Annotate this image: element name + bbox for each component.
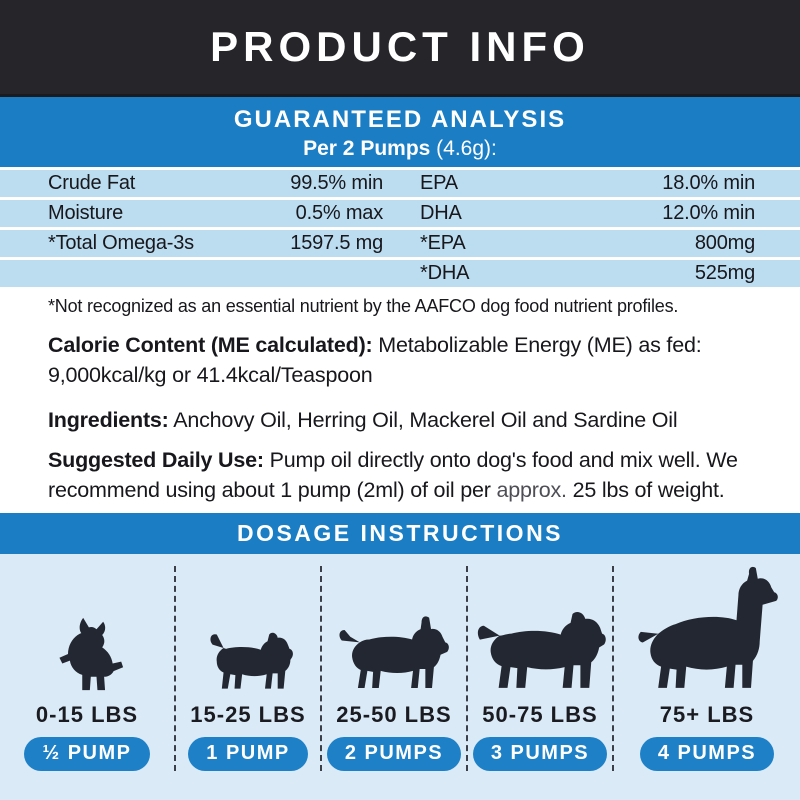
serving-size-bold: Per 2 Pumps [303, 137, 431, 160]
pump-count-pill: ½ PUMP [24, 737, 150, 771]
suggested-use-text-1: Pump oil directly onto dog's food and mi… [48, 448, 738, 502]
weight-range-label: 50-75 LBS [482, 702, 598, 727]
dosage-columns: 0-15 LBS ½ PUMP 15-25 LBS 1 PUMP [0, 566, 800, 771]
suggested-use-text-2: 25 lbs of weight. [566, 478, 725, 502]
nutrient-value: 525mg [694, 262, 755, 284]
calorie-content-paragraph: Calorie Content (ME calculated): Metabol… [48, 330, 752, 390]
ingredients-label: Ingredients: [48, 408, 169, 432]
table-row: *DHA 525mg [0, 260, 800, 287]
calorie-content-label: Calorie Content (ME calculated): [48, 333, 373, 357]
nutrient-value: 12.0% min [662, 202, 755, 224]
nutrient-name: DHA [420, 202, 462, 224]
nutrient-name: EPA [420, 172, 458, 194]
dosage-column-25-50: 25-50 LBS 2 PUMPS [322, 566, 468, 771]
nutrient-value: 800mg [694, 232, 755, 254]
suggested-use-approx: approx. [496, 478, 568, 502]
dosage-column-50-75: 50-75 LBS 3 PUMPS [468, 566, 614, 771]
nutrient-value: 0.5% max [295, 202, 384, 224]
medium-dog-icon [339, 616, 449, 688]
guaranteed-analysis-banner: GUARANTEED ANALYSIS Per 2 Pumps (4.6g): [0, 97, 800, 167]
dosage-column-75-plus: 75+ LBS 4 PUMPS [614, 566, 800, 771]
weight-range-label: 75+ LBS [659, 702, 755, 727]
nutrient-value: 18.0% min [662, 172, 755, 194]
pump-count-pill: 2 PUMPS [326, 737, 462, 771]
ingredients-paragraph: Ingredients: Anchovy Oil, Herring Oil, M… [48, 405, 752, 435]
page-title: PRODUCT INFO [210, 23, 590, 70]
dosage-instructions-banner: DOSAGE INSTRUCTIONS [0, 513, 800, 554]
giant-dog-icon [637, 566, 778, 688]
nutrient-name: Moisture [48, 202, 124, 224]
aafco-footnote: *Not recognized as an essential nutrient… [48, 296, 679, 316]
pump-count-pill: 1 PUMP [188, 737, 308, 771]
serving-size-rest: (4.6g): [430, 137, 497, 160]
dosage-column-15-25: 15-25 LBS 1 PUMP [176, 566, 322, 771]
dosage-instructions-title: DOSAGE INSTRUCTIONS [236, 520, 564, 546]
weight-range-label: 0-15 LBS [35, 702, 139, 727]
dosage-section: 0-15 LBS ½ PUMP 15-25 LBS 1 PUMP [0, 554, 800, 800]
large-dog-icon [477, 611, 606, 688]
header-bar: PRODUCT INFO [0, 0, 800, 97]
weight-range-label: 15-25 LBS [190, 702, 306, 727]
nutrient-value: 99.5% min [290, 172, 383, 194]
beagle-dog-icon [209, 632, 293, 689]
guaranteed-analysis-title: GUARANTEED ANALYSIS [233, 106, 567, 133]
suggested-use-label: Suggested Daily Use: [48, 448, 264, 472]
calorie-content-text: Metabolizable Energy (ME) as fed: 9,000k… [48, 333, 702, 387]
suggested-use-paragraph: Suggested Daily Use: Pump oil directly o… [48, 445, 752, 505]
nutrient-name: *EPA [420, 232, 466, 254]
pump-count-pill: 3 PUMPS [472, 737, 608, 771]
ingredients-text: Anchovy Oil, Herring Oil, Mackerel Oil a… [168, 408, 678, 432]
weight-range-label: 25-50 LBS [336, 702, 452, 727]
dosage-column-0-15: 0-15 LBS ½ PUMP [0, 566, 176, 771]
nutrient-value: 1597.5 mg [290, 232, 383, 254]
nutrient-name: Crude Fat [48, 172, 136, 194]
table-row: *Total Omega-3s 1597.5 mg *EPA 800mg [0, 230, 800, 257]
nutrient-name: *Total Omega-3s [48, 232, 194, 254]
nutrient-name: *DHA [420, 262, 470, 284]
serving-size-subtitle: Per 2 Pumps (4.6g): [0, 137, 800, 161]
table-row: Moisture 0.5% max DHA 12.0% min [0, 200, 800, 227]
pump-count-pill: 4 PUMPS [639, 737, 775, 771]
table-row: Crude Fat 99.5% min EPA 18.0% min [0, 170, 800, 197]
small-sitting-dog-icon [59, 617, 124, 691]
nutrient-table: Crude Fat 99.5% min EPA 18.0% min Moistu… [0, 170, 800, 287]
